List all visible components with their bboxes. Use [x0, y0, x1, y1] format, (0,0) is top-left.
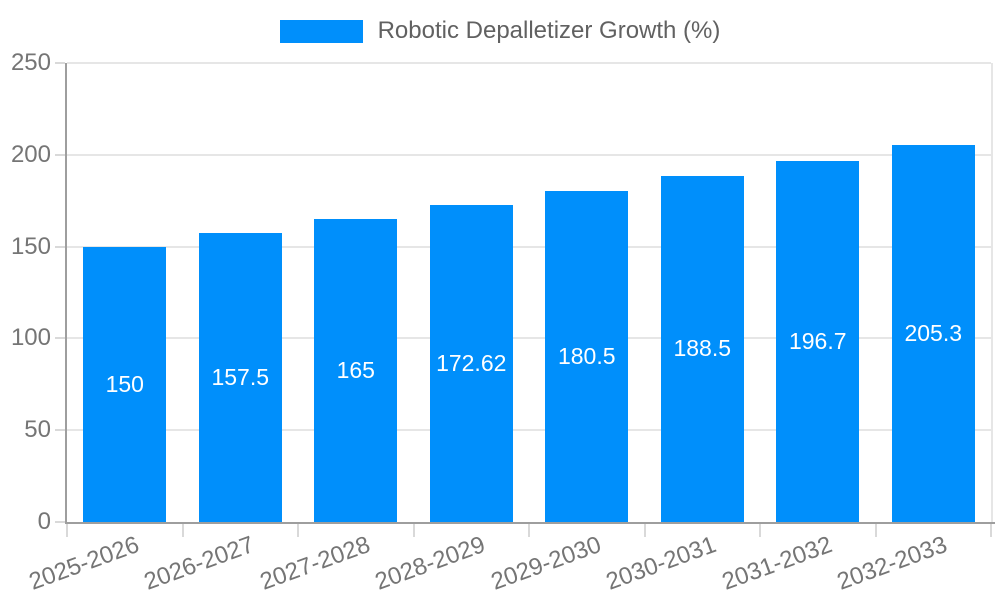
y-tick-label: 0: [37, 508, 51, 535]
y-tick: [55, 245, 65, 248]
x-tick-label: 2031-2032: [718, 531, 836, 596]
gridline: [67, 245, 991, 248]
y-tick: [55, 429, 65, 432]
x-tick-label: 2032-2033: [834, 531, 952, 596]
y-tick-label: 150: [10, 232, 51, 260]
x-tick-label: 2028-2029: [372, 531, 490, 596]
bar-value-label: 196.7: [788, 327, 847, 354]
plot-area: 150 157.5 165 172.62 180.5 188.5 196.7 205.3: [67, 62, 991, 522]
y-tick: [55, 62, 65, 64]
legend-label: Robotic Depalletizer Growth (%): [377, 17, 721, 44]
bar-value-label: 180.5: [557, 342, 616, 369]
bar[interactable]: 205.3: [891, 145, 975, 522]
y-tick: [55, 337, 65, 340]
x-tick: [66, 524, 68, 537]
y-tick-label: 200: [10, 140, 51, 168]
x-tick-label: 2027-2028: [256, 531, 374, 596]
x-tick: [759, 524, 761, 537]
y-tick-label: 50: [24, 416, 51, 444]
bar[interactable]: 172.62: [429, 205, 513, 522]
x-tick: [528, 524, 530, 537]
bar[interactable]: 188.5: [660, 175, 744, 522]
bar-value-label: 165: [336, 357, 375, 384]
x-axis-line: [65, 522, 995, 524]
bar-value-label: 157.5: [211, 363, 270, 390]
y-tick-label: 100: [10, 324, 51, 352]
x-tick-label: 2029-2030: [487, 531, 605, 596]
y-axis-line: [65, 63, 67, 524]
gridline: [67, 337, 991, 340]
x-tick: [643, 524, 646, 537]
gridline: [67, 429, 991, 432]
bar-value-label: 205.3: [904, 320, 963, 347]
x-tick: [181, 524, 184, 537]
x-tick-label: 2026-2027: [141, 531, 259, 596]
x-tick: [412, 524, 415, 537]
bar-value-label: 188.5: [673, 335, 732, 362]
gridline: [67, 62, 991, 64]
bar[interactable]: 180.5: [545, 190, 629, 522]
gridline: [67, 153, 991, 156]
bar-value-label: 150: [105, 370, 144, 397]
bar[interactable]: 196.7: [776, 160, 860, 522]
legend-swatch: [279, 19, 363, 43]
plot-right-border: [991, 63, 993, 522]
x-tick-label: 2025-2026: [25, 531, 143, 596]
bar[interactable]: 157.5: [198, 232, 282, 522]
legend[interactable]: Robotic Depalletizer Growth (%): [0, 17, 1000, 45]
bar[interactable]: 165: [314, 219, 398, 522]
y-tick: [55, 153, 65, 156]
x-tick: [990, 524, 992, 537]
y-tick: [55, 521, 65, 523]
x-tick: [874, 524, 877, 537]
y-tick-label: 250: [10, 49, 51, 76]
bar[interactable]: 150: [83, 246, 167, 522]
x-tick: [297, 524, 299, 537]
x-tick-label: 2030-2031: [603, 531, 721, 596]
bar-value-label: 172.62: [436, 350, 507, 377]
